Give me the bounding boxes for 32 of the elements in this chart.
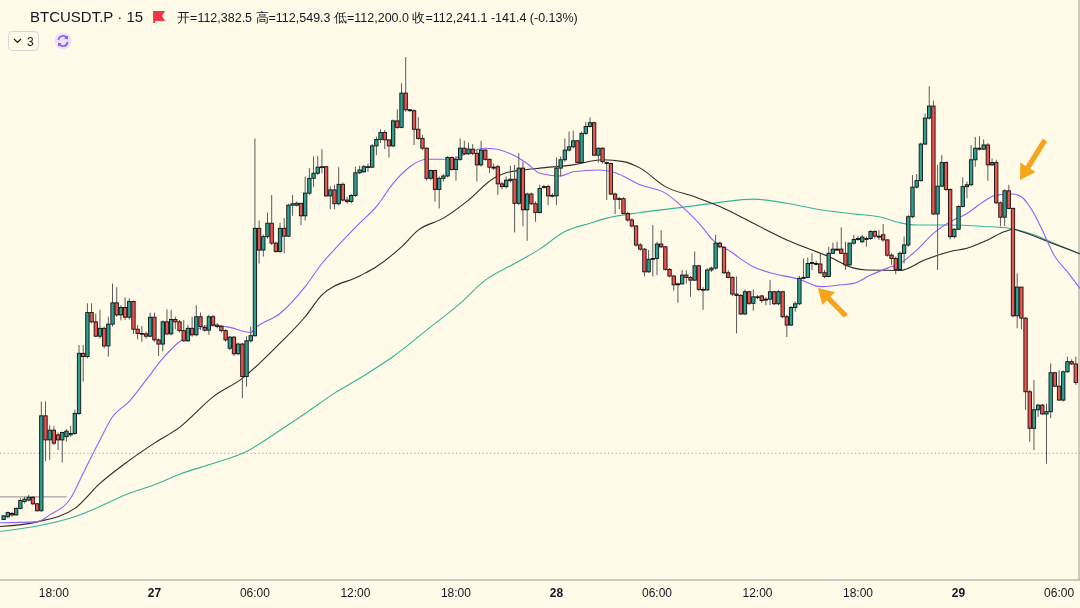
x-tick-label: 12:00 (742, 586, 773, 600)
candlestick (650, 224, 655, 277)
candlestick (818, 252, 823, 275)
x-tick-label: 29 (951, 586, 966, 600)
candlestick (160, 319, 165, 352)
x-tick-label: 06:00 (641, 586, 673, 600)
x-tick-label: 12:00 (340, 586, 371, 600)
x-tick-label: 18:00 (440, 586, 472, 600)
candlestick (148, 312, 153, 338)
x-tick-label: 06:00 (1044, 586, 1075, 600)
candlestick (152, 312, 157, 343)
candlestick (55, 431, 61, 451)
candlestick (642, 247, 647, 277)
candlestick (332, 184, 337, 210)
candlestick (834, 241, 840, 252)
x-tick-label: 28 (549, 586, 564, 600)
chart-title: BTCUSDT.P · 15 (30, 8, 144, 25)
candlestick (51, 425, 57, 446)
collapse-button: 3 (8, 31, 39, 51)
x-tick-label: 27 (147, 586, 162, 600)
candlestick (189, 316, 195, 338)
candlestick (734, 275, 739, 334)
candlestick (336, 166, 341, 206)
candlestick (843, 241, 848, 271)
x-tick-label: 18:00 (843, 586, 874, 600)
candlestick (654, 241, 660, 276)
candlestick (60, 431, 65, 464)
candlestick (474, 149, 480, 183)
chart-subtitle: 开=112,382.5 高=112,549.3 低=112,200.0 收=112,241.1 -141.4 (-0.13%) (177, 10, 578, 25)
candlestick (985, 142, 990, 182)
x-tick-label: 06:00 (239, 586, 271, 600)
x-tick-label: 18:00 (38, 586, 70, 600)
